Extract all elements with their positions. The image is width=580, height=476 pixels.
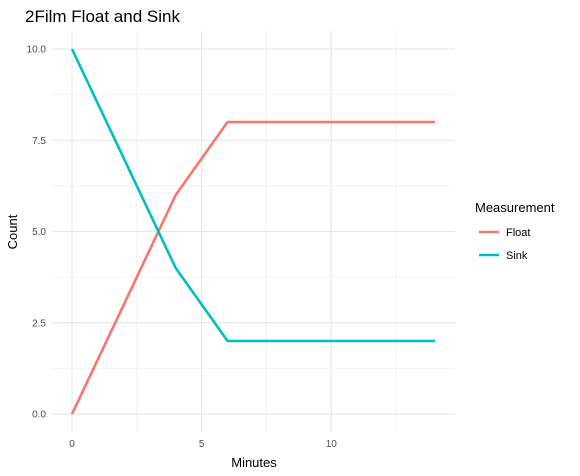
series-line-float xyxy=(70,120,435,415)
y-axis-title: Count xyxy=(5,214,20,249)
y-tick-label: 0.0 xyxy=(32,410,46,421)
series-lines xyxy=(70,48,435,415)
x-tick-label: 5 xyxy=(199,439,205,450)
y-tick-label: 7.5 xyxy=(32,136,46,147)
y-tick-label: 5.0 xyxy=(32,227,46,238)
major-gridlines xyxy=(52,31,455,432)
x-tick-label: 10 xyxy=(326,439,338,450)
legend: Measurement Float Sink xyxy=(475,200,555,262)
chart-title: 2Film Float and Sink xyxy=(25,7,180,26)
legend-title: Measurement xyxy=(475,200,555,215)
legend-label-sink: Sink xyxy=(506,250,528,262)
x-axis-ticks: 0 5 10 xyxy=(69,439,337,450)
legend-label-float: Float xyxy=(506,227,530,239)
series-line-sink xyxy=(70,48,435,343)
y-axis-ticks: 0.0 2.5 5.0 7.5 10.0 xyxy=(27,45,47,421)
y-tick-label: 10.0 xyxy=(27,45,47,56)
x-axis-title: Minutes xyxy=(231,455,277,470)
y-tick-label: 2.5 xyxy=(32,318,46,329)
legend-items: Float Sink xyxy=(479,227,530,262)
x-tick-label: 0 xyxy=(69,439,75,450)
